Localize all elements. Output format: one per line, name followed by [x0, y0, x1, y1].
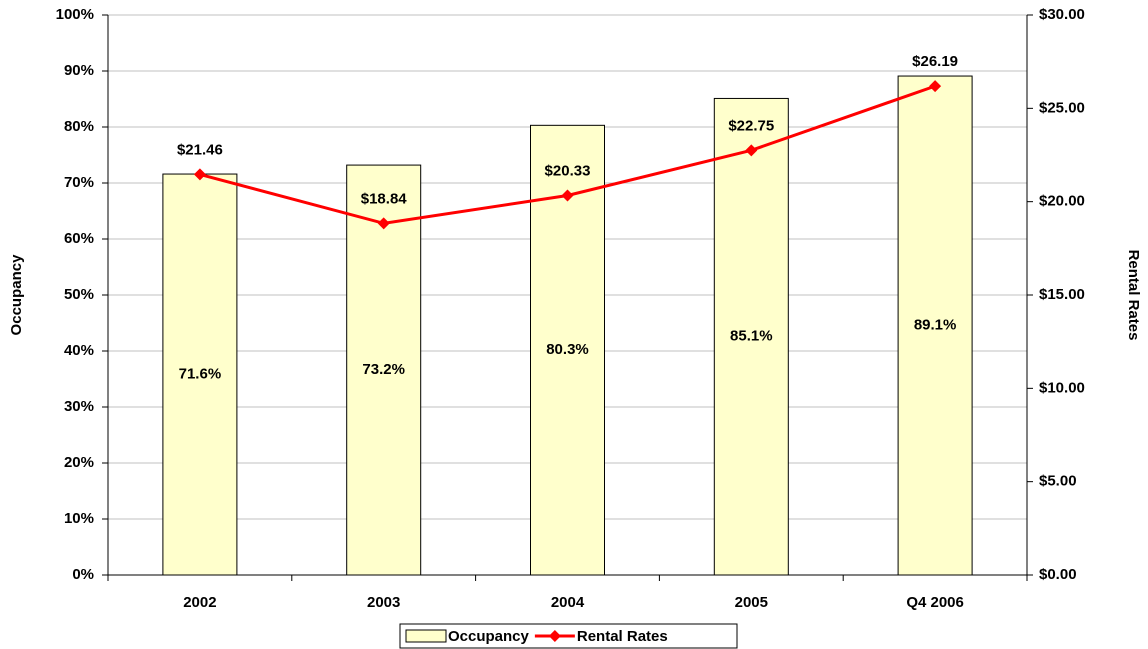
line-marker — [193, 168, 206, 181]
line-marker — [929, 80, 942, 93]
bar-value-label: 73.2% — [362, 361, 405, 378]
y-tick-label: 40% — [64, 342, 94, 359]
y-tick-label: 100% — [56, 6, 94, 23]
y2-axis-title: Rental Rates — [1125, 250, 1142, 341]
bar-value-label: 71.6% — [179, 365, 222, 382]
bar — [162, 173, 238, 576]
y2-tick-label: $30.00 — [1039, 6, 1085, 23]
y2-tick-label: $20.00 — [1039, 193, 1085, 210]
y-axis-title: Occupancy — [8, 254, 25, 336]
legend-marker — [548, 630, 561, 642]
line-value-label: $18.84 — [361, 190, 408, 207]
y-tick-label: 60% — [64, 230, 94, 247]
x-tick-label: 2004 — [551, 594, 585, 611]
legend-swatch — [405, 629, 447, 643]
line-value-label: $22.75 — [728, 117, 774, 134]
x-tick-label: 2005 — [735, 594, 768, 611]
bar-value-label: 89.1% — [914, 316, 957, 333]
x-tick-label: 2002 — [183, 594, 216, 611]
y-tick-label: 30% — [64, 398, 94, 415]
y-tick-label: 70% — [64, 174, 94, 191]
x-tick-label: 2003 — [367, 594, 400, 611]
bar-value-label: 85.1% — [730, 328, 773, 345]
y2-tick-label: $0.00 — [1039, 566, 1077, 583]
y-tick-label: 10% — [64, 510, 94, 527]
y2-tick-label: $5.00 — [1039, 473, 1077, 490]
line-marker — [377, 217, 390, 230]
legend-label: Rental Rates — [577, 628, 668, 645]
line-value-label: $21.46 — [177, 141, 223, 158]
line-value-label: $26.19 — [912, 53, 958, 70]
y-tick-label: 80% — [64, 118, 94, 135]
bar — [346, 164, 422, 576]
y-tick-label: 90% — [64, 62, 94, 79]
line-marker — [745, 144, 758, 157]
y-tick-label: 50% — [64, 286, 94, 303]
y2-tick-label: $15.00 — [1039, 286, 1085, 303]
y2-tick-label: $25.00 — [1039, 99, 1085, 116]
bar — [897, 75, 973, 576]
line-marker — [561, 189, 574, 202]
y2-tick-label: $10.00 — [1039, 379, 1085, 396]
legend-label: Occupancy — [448, 628, 530, 645]
bar-value-label: 80.3% — [546, 341, 589, 358]
line-value-label: $20.33 — [545, 162, 591, 179]
y-tick-label: 0% — [72, 566, 94, 583]
bar — [713, 97, 789, 576]
x-tick-label: Q4 2006 — [906, 594, 964, 611]
y-tick-label: 20% — [64, 454, 94, 471]
